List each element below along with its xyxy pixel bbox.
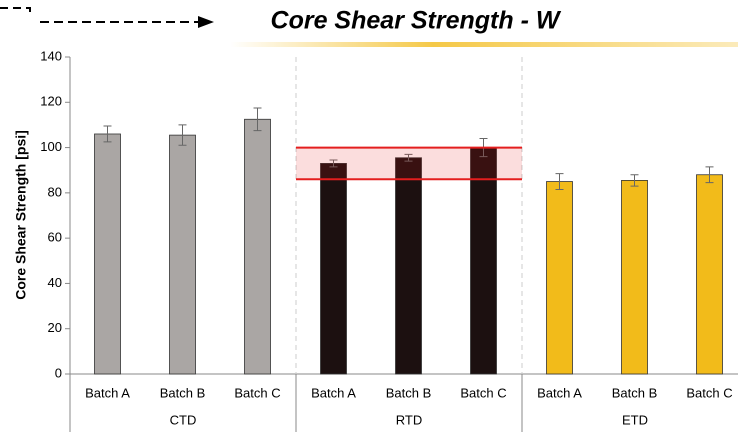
y-axis-label: Core Shear Strength [psi]: [13, 130, 29, 300]
error-bar: [103, 125, 112, 143]
x-tick-label: Batch A: [85, 385, 130, 400]
error-bar: [404, 153, 413, 162]
chart-title: Core Shear Strength - W: [271, 7, 562, 35]
group-label: CTD: [170, 412, 197, 427]
title-underline: [230, 42, 738, 47]
title-arrow-head: [198, 16, 214, 28]
x-tick-label: Batch C: [686, 385, 732, 400]
bar: [169, 134, 196, 375]
x-tick-label: Batch A: [537, 385, 582, 400]
y-tick-label: 40: [48, 275, 62, 290]
error-bar: [253, 107, 262, 132]
x-tick-label: Batch B: [612, 385, 658, 400]
x-tick-label: Batch C: [460, 385, 506, 400]
bar: [94, 133, 121, 375]
x-tick-label: Batch B: [160, 385, 206, 400]
group-label: RTD: [396, 412, 422, 427]
y-tick-label: 80: [48, 184, 62, 199]
x-tick-label: Batch C: [234, 385, 280, 400]
error-bar: [630, 174, 639, 187]
y-tick-label: 60: [48, 230, 62, 245]
bar: [244, 118, 271, 375]
bar: [320, 163, 347, 375]
y-tick-label: 120: [40, 94, 62, 109]
y-tick-label: 20: [48, 320, 62, 335]
y-tick-label: 140: [40, 48, 62, 63]
error-bar: [705, 166, 714, 184]
x-tick-label: Batch B: [386, 385, 432, 400]
decor-dash: [0, 7, 31, 14]
reference-band: [296, 147, 522, 180]
y-tick-label: 100: [40, 139, 62, 154]
error-bar: [555, 173, 564, 190]
error-bar: [329, 159, 338, 168]
bar: [470, 147, 497, 375]
bar: [621, 180, 648, 375]
error-bar: [178, 124, 187, 146]
bar: [696, 174, 723, 375]
bar: [395, 157, 422, 375]
x-tick-label: Batch A: [311, 385, 356, 400]
bar: [546, 181, 573, 375]
y-tick-label: 0: [55, 365, 62, 380]
group-label: ETD: [622, 412, 648, 427]
